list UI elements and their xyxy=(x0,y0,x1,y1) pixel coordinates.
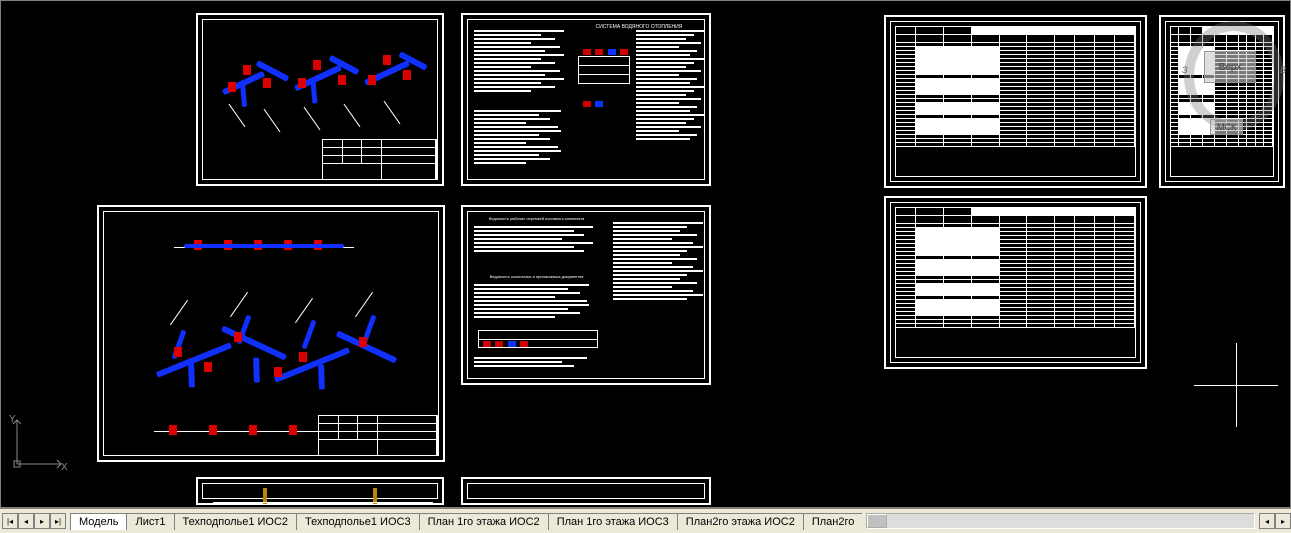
spec-left-col-2 xyxy=(474,110,569,164)
spec-legend-chips-2 xyxy=(583,94,603,112)
spec2-right-col xyxy=(613,222,708,300)
chip xyxy=(595,101,603,107)
model-space-canvas[interactable]: [—][Верхняя][2D каркас] xyxy=(0,0,1291,508)
horizontal-scrollbar[interactable] xyxy=(866,513,1255,529)
chip xyxy=(583,101,591,107)
spec2-col-b xyxy=(474,284,599,318)
spec2-title-a: Ведомость рабочих чертежей основного ком… xyxy=(474,216,599,221)
sheet-strip-2[interactable] xyxy=(461,477,711,505)
viewcube-face-top[interactable]: Верх xyxy=(1204,51,1256,83)
title-block xyxy=(318,415,438,455)
spec2-title-b: Ведомость ссылочных и прилагаемых докуме… xyxy=(474,274,599,279)
wcs-selector[interactable]: МСК xyxy=(1210,119,1243,135)
sheet-table-1[interactable] xyxy=(884,15,1147,188)
scroll-left-button[interactable]: ◂ xyxy=(1259,513,1275,529)
spec2-legend-chips xyxy=(483,334,528,352)
layout-tab[interactable]: План2го этажа ИОС2 xyxy=(677,513,804,530)
ucs-y-label: Y xyxy=(9,414,16,425)
dir-w[interactable]: З xyxy=(1182,65,1188,75)
tab-prev-button[interactable]: ◂ xyxy=(18,513,34,529)
spec2-col-a xyxy=(474,226,599,252)
view-title: [—][Верхняя][2D каркас] xyxy=(3,3,126,15)
spec2-bottom-col xyxy=(474,357,599,367)
tab-last-button[interactable]: ▸| xyxy=(50,513,66,529)
layout-tab[interactable]: Модель xyxy=(70,513,127,530)
layout-tab[interactable]: Техподполье1 ИОС3 xyxy=(296,513,420,530)
layout-tabbar: |◂ ◂ ▸ ▸| МодельЛист1Техподполье1 ИОС2Те… xyxy=(0,508,1291,533)
spec-right-col xyxy=(636,30,708,140)
scroll-right-button[interactable]: ▸ xyxy=(1275,513,1291,529)
layout-tab[interactable]: План 1го этажа ИОС2 xyxy=(419,513,549,530)
spec-mini-table xyxy=(578,56,630,84)
layout-tabs: МодельЛист1Техподполье1 ИОС2Техподполье1… xyxy=(70,513,862,530)
tab-nav-buttons: |◂ ◂ ▸ ▸| xyxy=(0,513,66,529)
chip xyxy=(595,49,603,55)
tab-first-button[interactable]: |◂ xyxy=(2,513,18,529)
layout-tab[interactable]: План2го xyxy=(803,513,863,530)
spec-table xyxy=(895,207,1136,358)
dir-e[interactable]: В xyxy=(1280,65,1286,75)
layout-tab[interactable]: План 1го этажа ИОС3 xyxy=(548,513,678,530)
sheet-strip-1[interactable] xyxy=(196,477,444,505)
sheet-table-3[interactable] xyxy=(884,196,1147,369)
ucs-x-label: X xyxy=(61,462,68,472)
chip xyxy=(620,49,628,55)
ucs-icon: X Y xyxy=(9,412,69,472)
layout-tab[interactable]: Техподполье1 ИОС2 xyxy=(174,513,298,530)
sheet-spec-mid[interactable]: Ведомость рабочих чертежей основного ком… xyxy=(461,205,711,385)
title-block xyxy=(322,139,437,179)
spec-table xyxy=(895,26,1136,177)
tab-next-button[interactable]: ▸ xyxy=(34,513,50,529)
sheet-spec-top[interactable]: СИСТЕМА ВОДЯНОГО ОТОПЛЕНИЯ xyxy=(461,13,711,186)
chip xyxy=(583,49,591,55)
sheet-piping-large[interactable] xyxy=(97,205,445,462)
scroll-thumb[interactable] xyxy=(867,514,887,528)
view-cube[interactable]: З В Верх МСК xyxy=(1184,21,1284,131)
chip xyxy=(608,49,616,55)
cursor-crosshair xyxy=(1194,343,1278,427)
sheet-piping-top[interactable] xyxy=(196,13,444,186)
spec-left-col xyxy=(474,30,569,92)
layout-tab[interactable]: Лист1 xyxy=(126,513,174,530)
